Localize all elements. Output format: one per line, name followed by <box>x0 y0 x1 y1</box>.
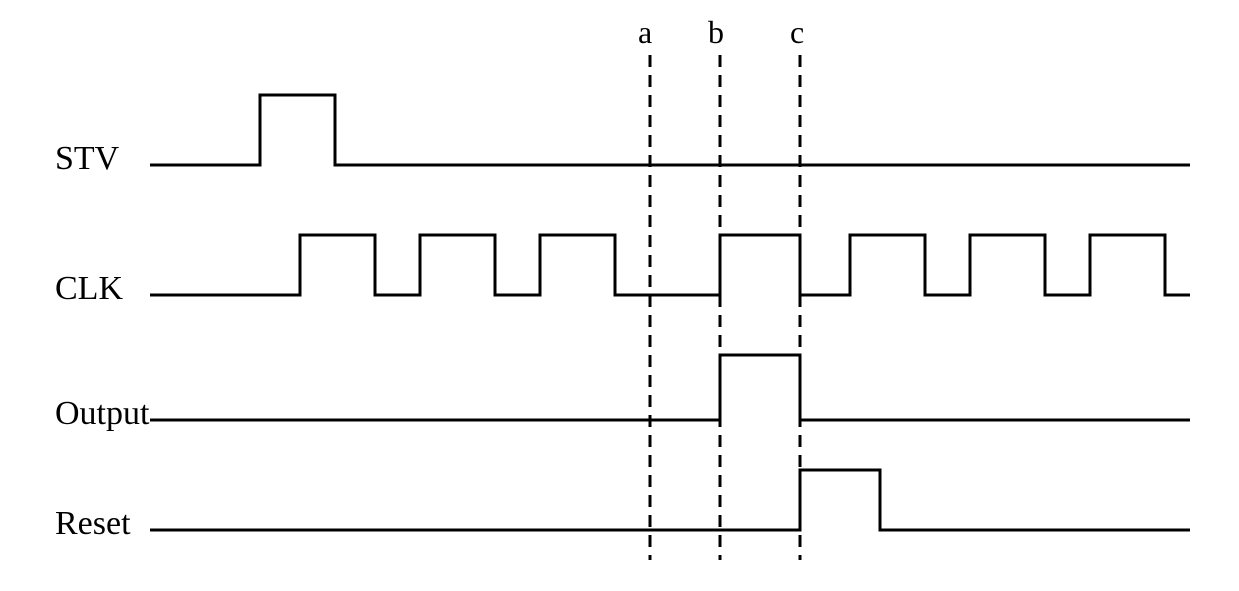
label-reset: Reset <box>55 505 131 542</box>
label-stv: STV <box>55 140 120 177</box>
timing-diagram: STV CLK Output Reset a b c <box>0 0 1239 591</box>
marker-label-c: c <box>790 14 804 50</box>
label-output: Output <box>55 395 150 432</box>
marker-label-a: a <box>638 14 652 50</box>
marker-label-b: b <box>708 14 724 50</box>
label-clk: CLK <box>55 270 123 307</box>
